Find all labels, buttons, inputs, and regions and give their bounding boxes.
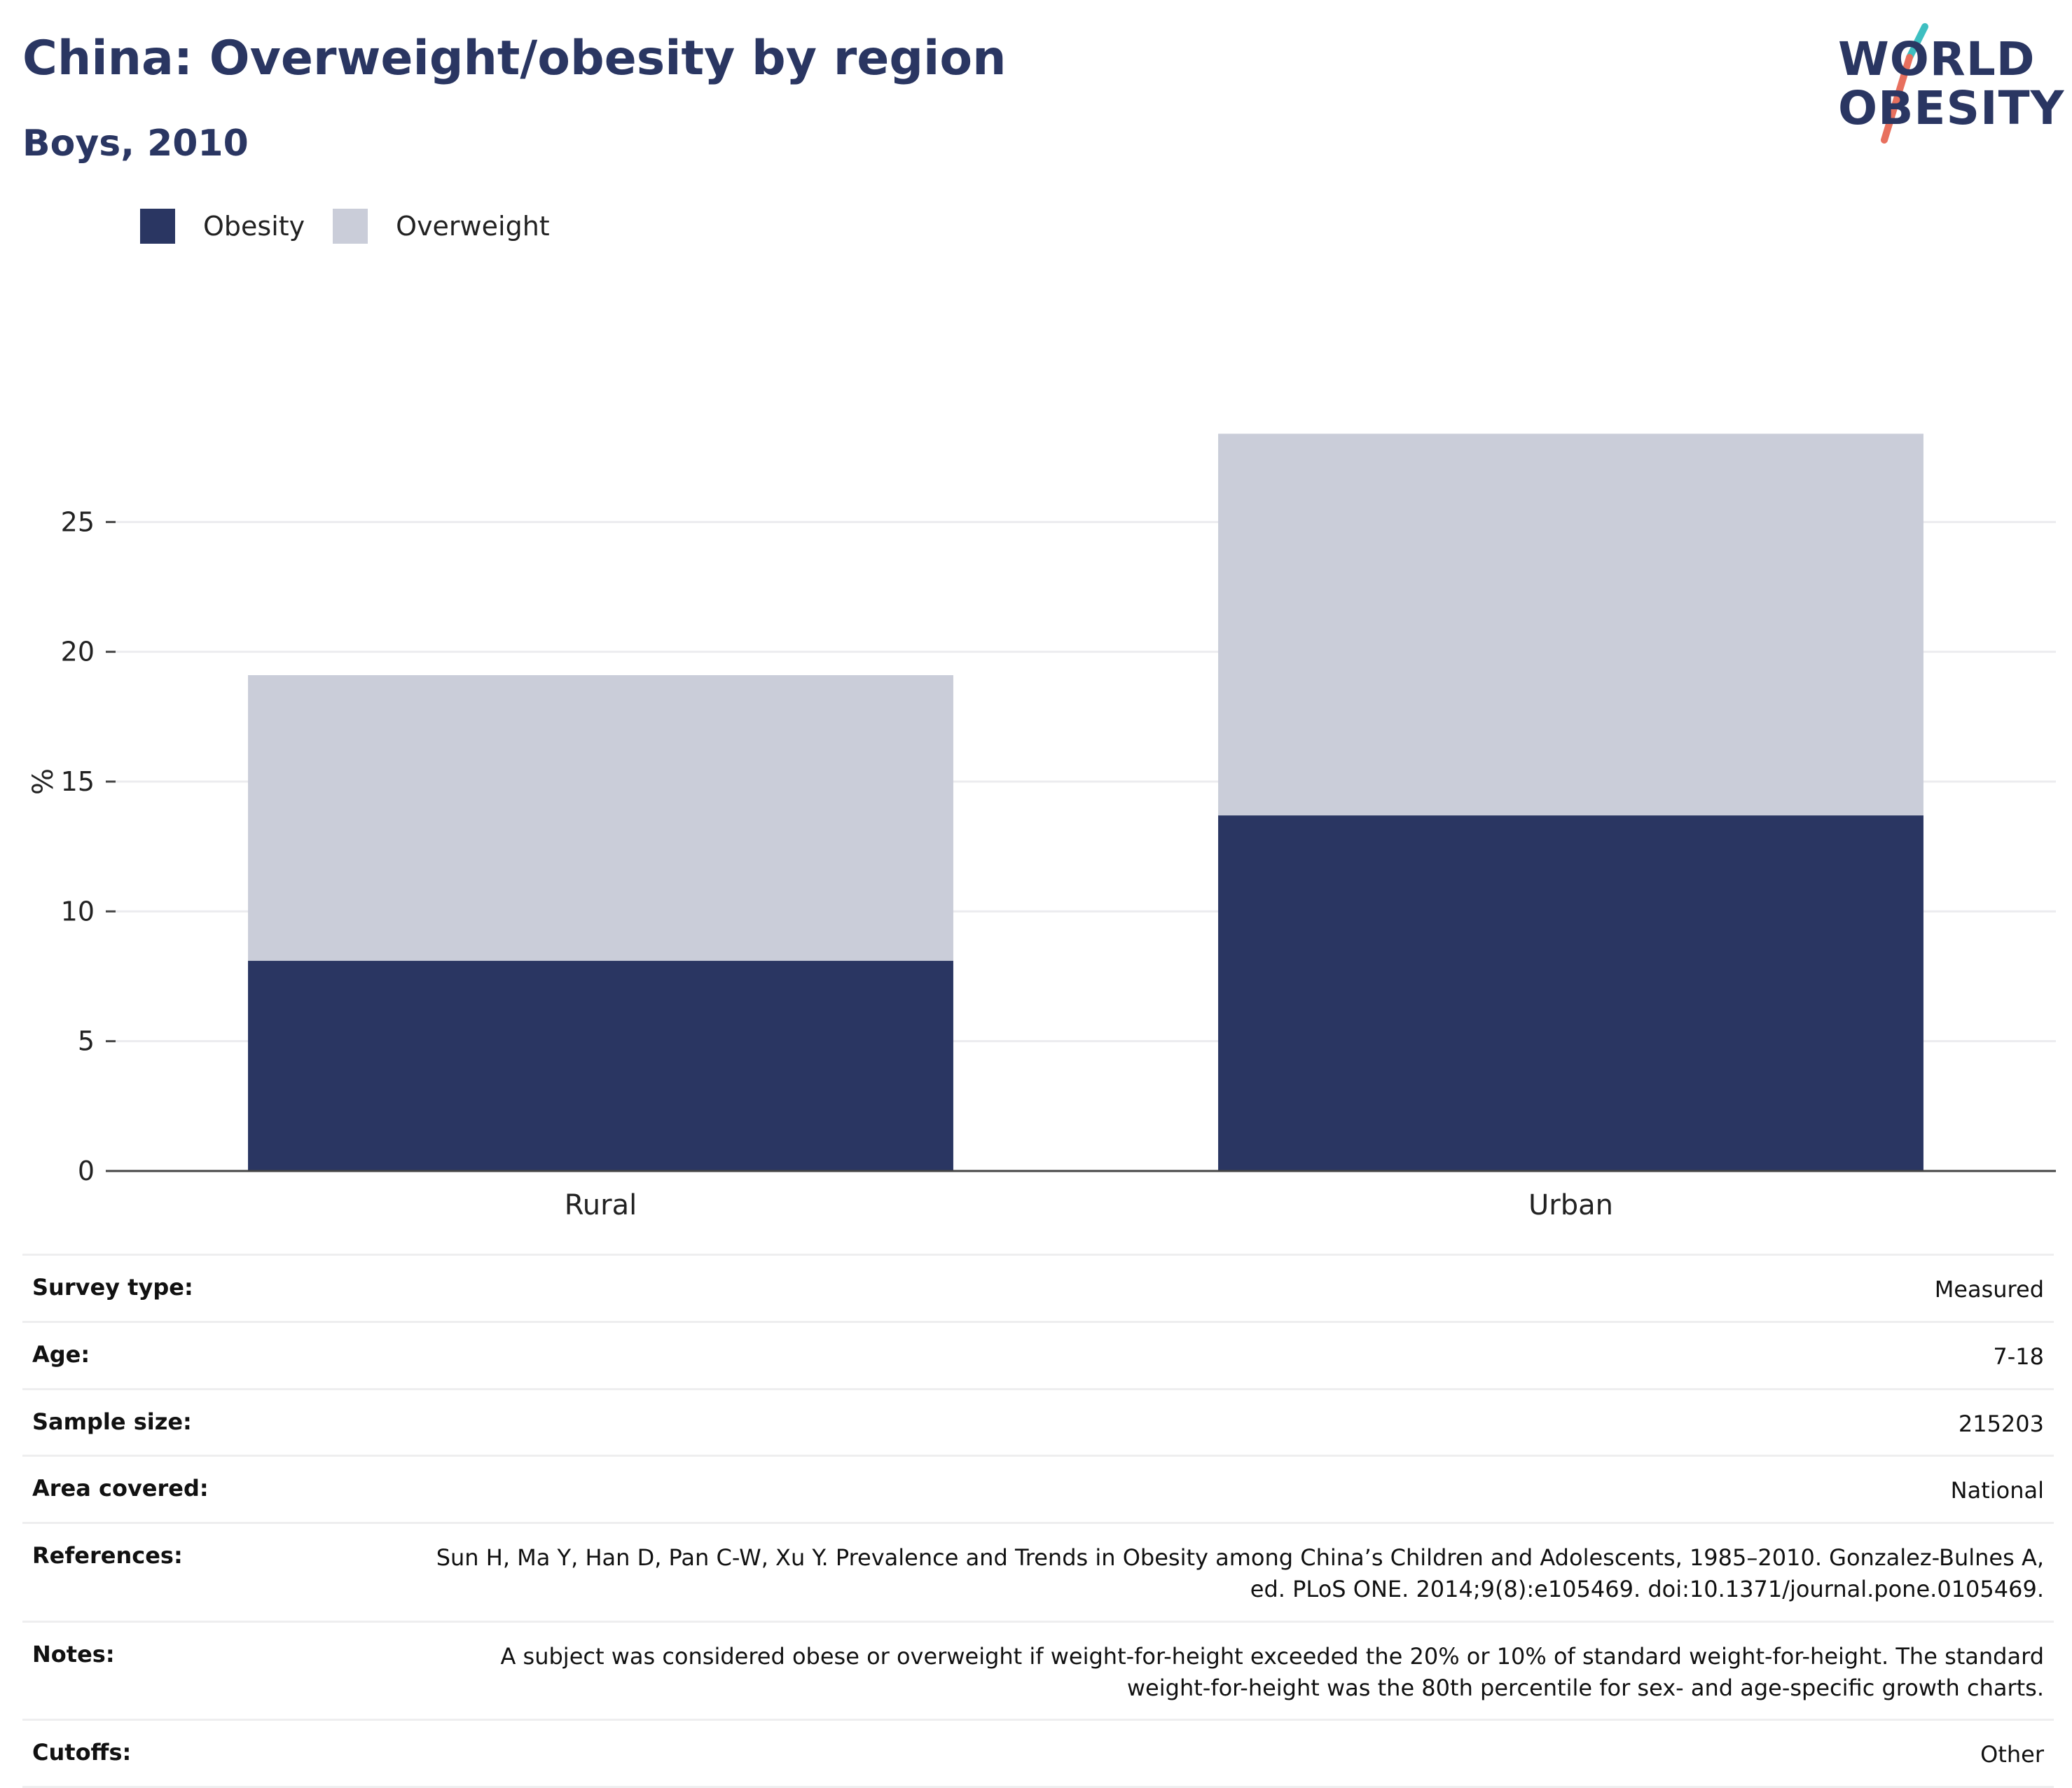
legend-item-obesity[interactable]: Obesity	[140, 209, 305, 244]
bar-chart: 0 5 10 15 20 25 Rural Urban %	[27, 434, 2056, 1221]
legend-item-overweight[interactable]: Overweight	[333, 209, 550, 244]
chart-subtitle: Boys, 2010	[22, 123, 249, 165]
x-tick-label: Urban	[1528, 1189, 1613, 1221]
y-tick-label: 5	[78, 1026, 95, 1057]
legend-swatch-obesity	[140, 209, 175, 244]
y-axis-ticks: 0 5 10 15 20 25	[61, 506, 116, 1186]
logo-slash-icon	[1881, 23, 1928, 144]
x-axis-ticks: Rural Urban	[565, 1189, 1613, 1221]
info-key: Sample size:	[32, 1408, 192, 1435]
legend: Obesity Overweight	[140, 209, 578, 244]
info-row-cutoffs: Cutoffs: Other	[22, 1721, 2054, 1788]
info-key: Cutoffs:	[32, 1739, 132, 1766]
y-axis-label: %	[27, 768, 60, 795]
y-tick-label: 20	[61, 637, 95, 667]
info-row-survey-type: Survey type: Measured	[22, 1256, 2054, 1323]
info-value: Sun H, Ma Y, Han D, Pan C-W, Xu Y. Preva…	[436, 1544, 2044, 1602]
info-key: Age:	[32, 1340, 90, 1368]
logo-line1: WORLD	[1838, 32, 2036, 86]
info-key: Notes:	[32, 1640, 115, 1668]
info-value: 7-18	[1993, 1343, 2044, 1370]
info-row-references: References: Sun H, Ma Y, Han D, Pan C-W,…	[22, 1524, 2054, 1623]
info-key: Area covered:	[32, 1475, 209, 1502]
info-value: Measured	[1934, 1276, 2044, 1303]
info-key: References:	[32, 1542, 183, 1569]
info-row-area-covered: Area covered: National	[22, 1457, 2054, 1525]
legend-label-overweight: Overweight	[396, 211, 550, 242]
info-value: A subject was considered obese or overwe…	[500, 1642, 2044, 1701]
logo-line2: OBESITY	[1838, 81, 2065, 135]
info-row-notes: Notes: A subject was considered obese or…	[22, 1623, 2054, 1721]
legend-swatch-overweight	[333, 209, 368, 244]
y-tick-label: 15	[61, 766, 95, 797]
y-tick-label: 0	[78, 1156, 95, 1186]
y-tick-label: 10	[61, 896, 95, 927]
info-key: Survey type:	[32, 1274, 193, 1301]
legend-label-obesity: Obesity	[203, 211, 305, 242]
info-value: 215203	[1958, 1410, 2044, 1437]
info-row-age: Age: 7-18	[22, 1323, 2054, 1390]
info-value: National	[1950, 1477, 2044, 1504]
y-tick-label: 25	[61, 506, 95, 537]
info-value: Other	[1980, 1741, 2044, 1768]
bar-obesity-rural[interactable]	[248, 960, 953, 1171]
bar-overweight-urban[interactable]	[1218, 434, 1923, 816]
bar-obesity-urban[interactable]	[1218, 815, 1923, 1171]
survey-info-table: Survey type: Measured Age: 7-18 Sample s…	[22, 1254, 2054, 1788]
bar-overweight-rural[interactable]	[248, 675, 953, 961]
x-tick-label: Rural	[565, 1189, 637, 1221]
info-row-sample-size: Sample size: 215203	[22, 1390, 2054, 1457]
bars	[248, 434, 1923, 1171]
world-obesity-logo: WORLD OBESITY	[1821, 21, 2064, 154]
chart-title: China: Overweight/obesity by region	[22, 31, 1007, 86]
